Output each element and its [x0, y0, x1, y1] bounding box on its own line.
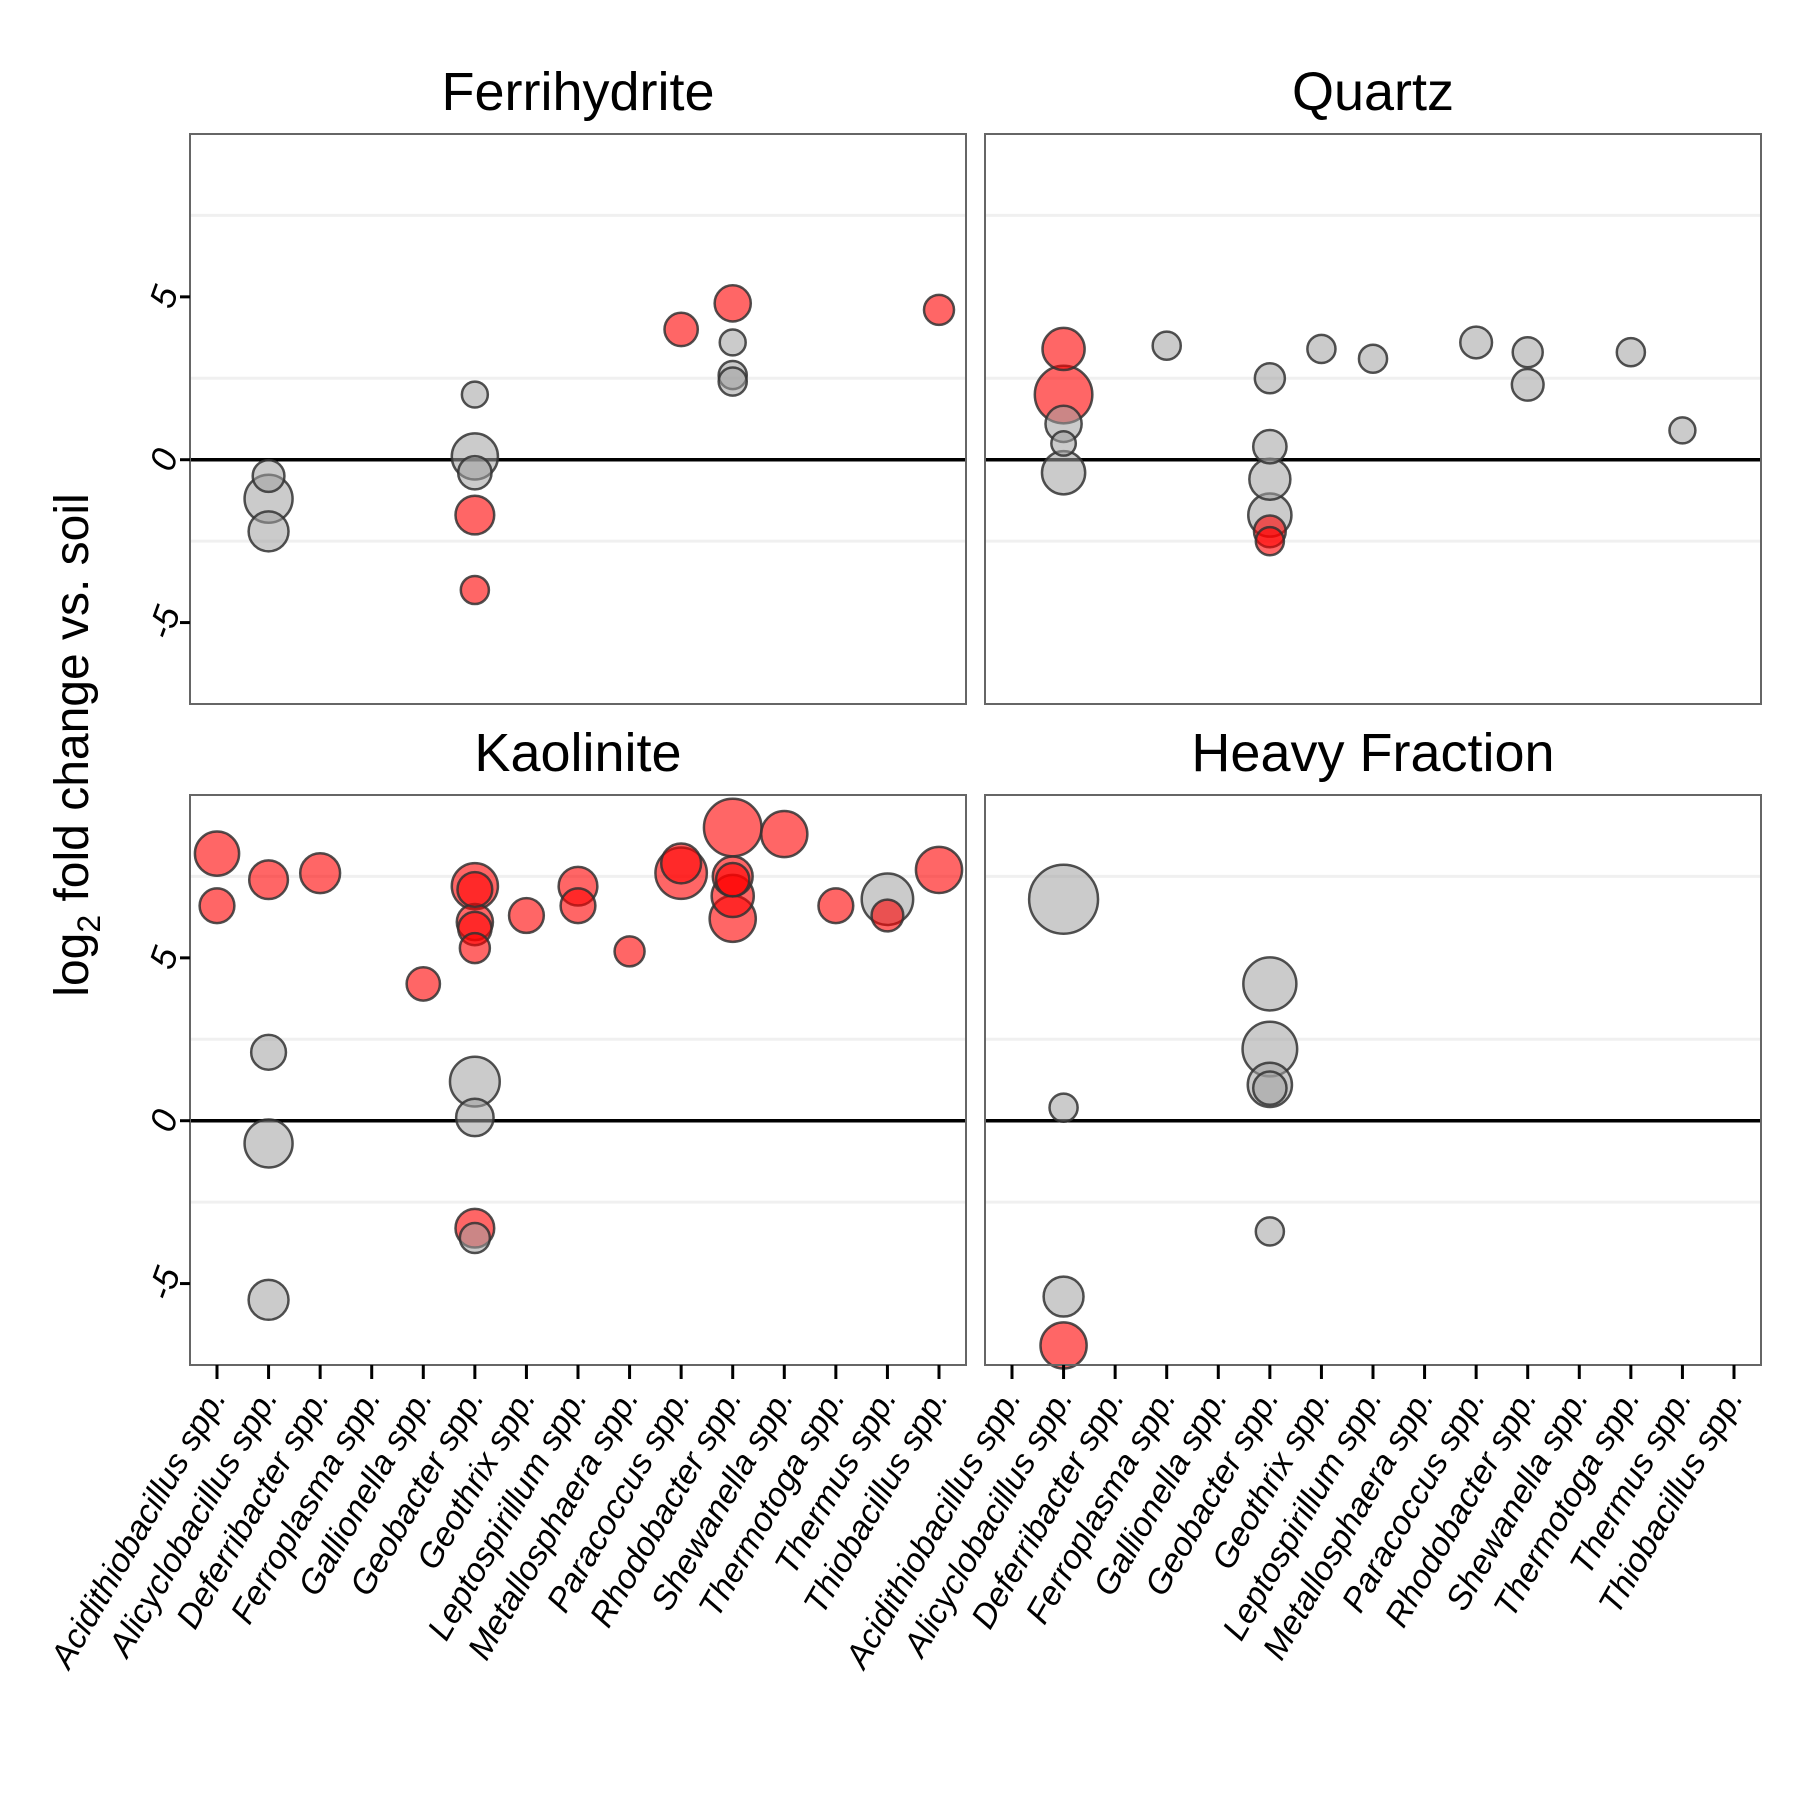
data-point-rhodobacter-spp [714, 861, 751, 898]
data-point-ferroplasma-spp [1151, 330, 1183, 362]
data-point-rhodobacter-spp [713, 284, 753, 323]
data-point-thermus-spp [870, 898, 905, 933]
y-tick-label: -5 [139, 599, 189, 644]
data-point-alicyclobacillus-spp [251, 458, 286, 494]
data-point-geobacter-spp [1251, 1070, 1288, 1107]
data-point-thiobacillus-spp [922, 293, 956, 327]
data-point-leptospirillum-spp [1357, 343, 1389, 375]
y-tick-label: -5 [139, 1260, 189, 1305]
panel-quartz: Quartz [984, 62, 1762, 705]
data-point-thermus-spp [1668, 416, 1697, 445]
data-point-leptospirillum-spp [559, 887, 597, 925]
data-point-geobacter-spp [454, 1097, 495, 1138]
data-point-alicyclobacillus-spp [249, 1033, 288, 1071]
panel-title: Kaolinite [474, 723, 681, 783]
data-point-paracoccus-spp [663, 311, 700, 348]
data-point-alicyclobacillus-spp [1027, 863, 1100, 935]
data-point-deferribacter-spp [298, 851, 342, 895]
data-point-geobacter-spp [1254, 525, 1286, 557]
data-point-metallosphaera-spp [613, 935, 646, 968]
data-point-alicyclobacillus-spp [1048, 1092, 1079, 1123]
data-point-alicyclobacillus-spp [1040, 449, 1087, 496]
data-point-geobacter-spp [1251, 428, 1288, 465]
data-point-geobacter-spp [1242, 956, 1298, 1012]
data-point-geobacter-spp [458, 1221, 492, 1255]
data-point-alicyclobacillus-spp [1050, 429, 1078, 457]
data-point-geobacter-spp [1254, 1216, 1286, 1247]
y-tick-label: 0 [141, 443, 186, 476]
panel-title: Quartz [1292, 62, 1454, 122]
panels-layer: Ferrihydrite-505QuartzKaolinite-505Acidi… [42, 62, 1762, 1676]
data-point-alicyclobacillus-spp [1042, 1275, 1085, 1318]
data-point-alicyclobacillus-spp [1041, 326, 1086, 372]
panel-title: Ferrihydrite [441, 62, 714, 122]
data-point-geothrix-spp [507, 896, 546, 935]
data-point-acidithiobacillus-spp [198, 887, 236, 925]
data-point-geobacter-spp [1253, 362, 1287, 395]
data-point-acidithiobacillus-spp [193, 830, 241, 877]
data-point-geobacter-spp [459, 574, 491, 606]
data-point-alicyclobacillus-spp [247, 510, 290, 553]
panel-ferrihydrite: Ferrihydrite -5 0 5 [139, 62, 967, 705]
data-point-rhodobacter-spp [702, 797, 763, 858]
y-tick-label: 0 [141, 1104, 186, 1137]
data-point-thermotoga-spp [817, 887, 855, 925]
data-point-geobacter-spp [1248, 457, 1292, 502]
data-point-gallionella-spp [405, 966, 442, 1002]
plot-area [985, 134, 1761, 704]
plot-area [190, 134, 966, 704]
data-point-geobacter-spp [458, 931, 492, 965]
y-axis-label: log2 fold change vs. soil [46, 493, 107, 996]
data-point-alicyclobacillus-spp [243, 1118, 294, 1169]
data-point-rhodobacter-spp [718, 328, 747, 357]
y-label-subscript: 2 [71, 915, 107, 933]
panel-border [189, 133, 967, 705]
data-point-thiobacillus-spp [914, 845, 964, 895]
data-point-shewanella-spp [759, 809, 809, 859]
y-label-rest: fold change vs. soil [46, 493, 99, 915]
data-point-geothrix-spp [1306, 333, 1337, 365]
data-point-geobacter-spp [456, 454, 493, 491]
data-point-geobacter-spp [454, 494, 496, 536]
plot-area [985, 795, 1761, 1365]
data-point-thermotoga-spp [1615, 336, 1647, 368]
panel-border [984, 133, 1762, 705]
data-point-alicyclobacillus-spp [247, 859, 290, 901]
y-tick-label: 5 [141, 279, 187, 313]
data-point-geobacter-spp [456, 870, 494, 909]
data-point-geobacter-spp [460, 380, 490, 409]
panel-title: Heavy Fraction [1191, 723, 1554, 783]
data-point-rhodobacter-spp [717, 366, 749, 397]
data-point-rhodobacter-spp [1511, 335, 1544, 369]
y-tick-label: 5 [141, 940, 187, 974]
y-label-base: log [46, 933, 99, 997]
data-point-alicyclobacillus-spp [1039, 1321, 1088, 1370]
data-point-alicyclobacillus-spp [247, 1278, 290, 1322]
data-point-paracoccus-spp [1459, 325, 1494, 360]
data-point-paracoccus-spp [659, 842, 703, 885]
data-point-rhodobacter-spp [1510, 367, 1545, 402]
